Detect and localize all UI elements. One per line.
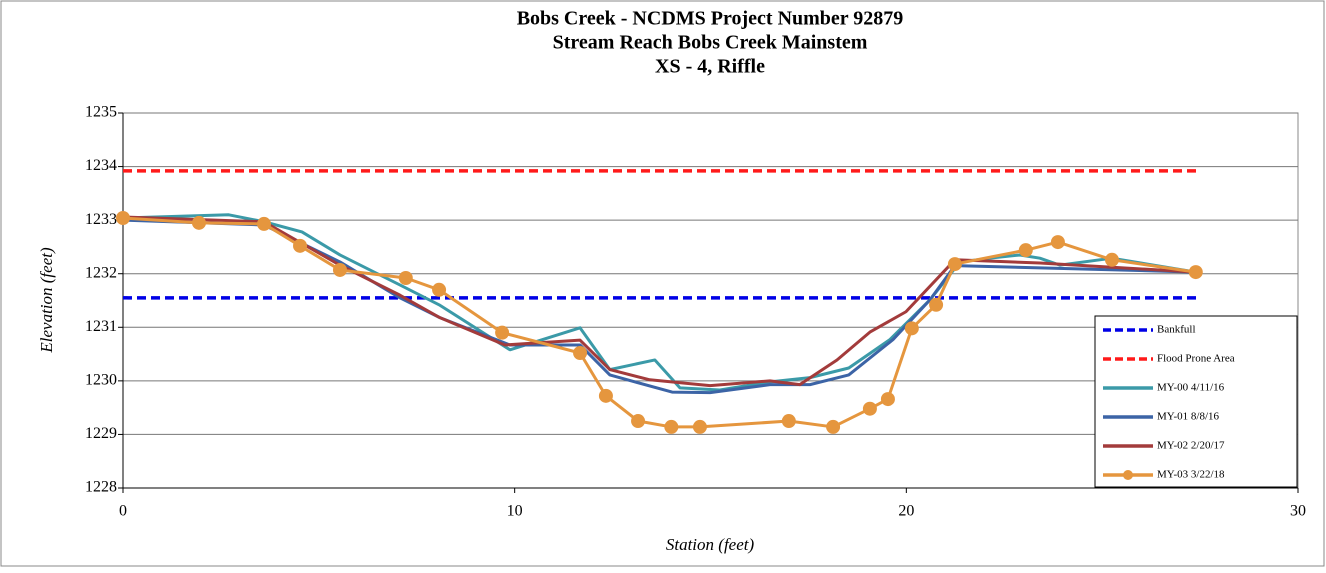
point [1188, 265, 1203, 280]
legend-label: MY-03 3/22/18 [1157, 469, 1225, 481]
point [862, 401, 877, 416]
point [332, 262, 347, 277]
series-line [122, 215, 1196, 388]
chart-title: Stream Reach Bobs Creek Mainstem [553, 32, 868, 54]
x-tick-label: 10 [507, 503, 523, 520]
point [1018, 243, 1033, 258]
point [495, 325, 510, 340]
point [631, 414, 646, 429]
y-tick-label: 1234 [85, 157, 117, 174]
point [947, 257, 962, 272]
legend [1094, 315, 1298, 488]
y-tick-label: 1231 [85, 318, 117, 335]
point [880, 392, 895, 407]
legend-label: Flood Prone Area [1157, 353, 1235, 365]
point [664, 419, 679, 434]
point [826, 419, 841, 434]
point [929, 297, 944, 312]
point [257, 216, 271, 231]
legend-marker [1123, 470, 1133, 480]
point [116, 211, 130, 225]
point [191, 215, 206, 230]
point [781, 414, 796, 429]
point [293, 238, 308, 253]
x-tick-label: 20 [898, 503, 914, 520]
y-tick-label: 1228 [85, 479, 117, 496]
point [904, 321, 919, 336]
y-tick-label: 1233 [85, 211, 117, 228]
point [598, 388, 613, 403]
x-tick-label: 0 [119, 503, 127, 520]
series-line [122, 218, 1196, 395]
series-line [122, 216, 1196, 429]
chart-title: Bobs Creek - NCDMS Project Number 92879 [517, 8, 904, 30]
point [398, 271, 413, 285]
x-axis-label: Station (feet) [666, 535, 755, 554]
y-tick-label: 1232 [85, 264, 117, 281]
point [432, 282, 447, 297]
y-tick-label: 1229 [85, 425, 117, 442]
y-axis-label: Elevation (feet) [37, 247, 56, 354]
point [692, 419, 707, 434]
legend-label: MY-01 8/8/16 [1157, 411, 1220, 423]
legend-label: MY-00 4/11/16 [1157, 382, 1225, 394]
legend-label: MY-02 2/20/17 [1157, 440, 1225, 452]
x-tick-label: 30 [1290, 503, 1306, 520]
point [573, 346, 588, 360]
y-tick-label: 1230 [85, 372, 117, 389]
legend-label: Bankfull [1157, 324, 1196, 336]
chart-title: XS - 4, Riffle [655, 56, 765, 78]
y-tick-label: 1235 [85, 104, 117, 121]
point [1104, 252, 1119, 267]
point [1050, 235, 1065, 250]
